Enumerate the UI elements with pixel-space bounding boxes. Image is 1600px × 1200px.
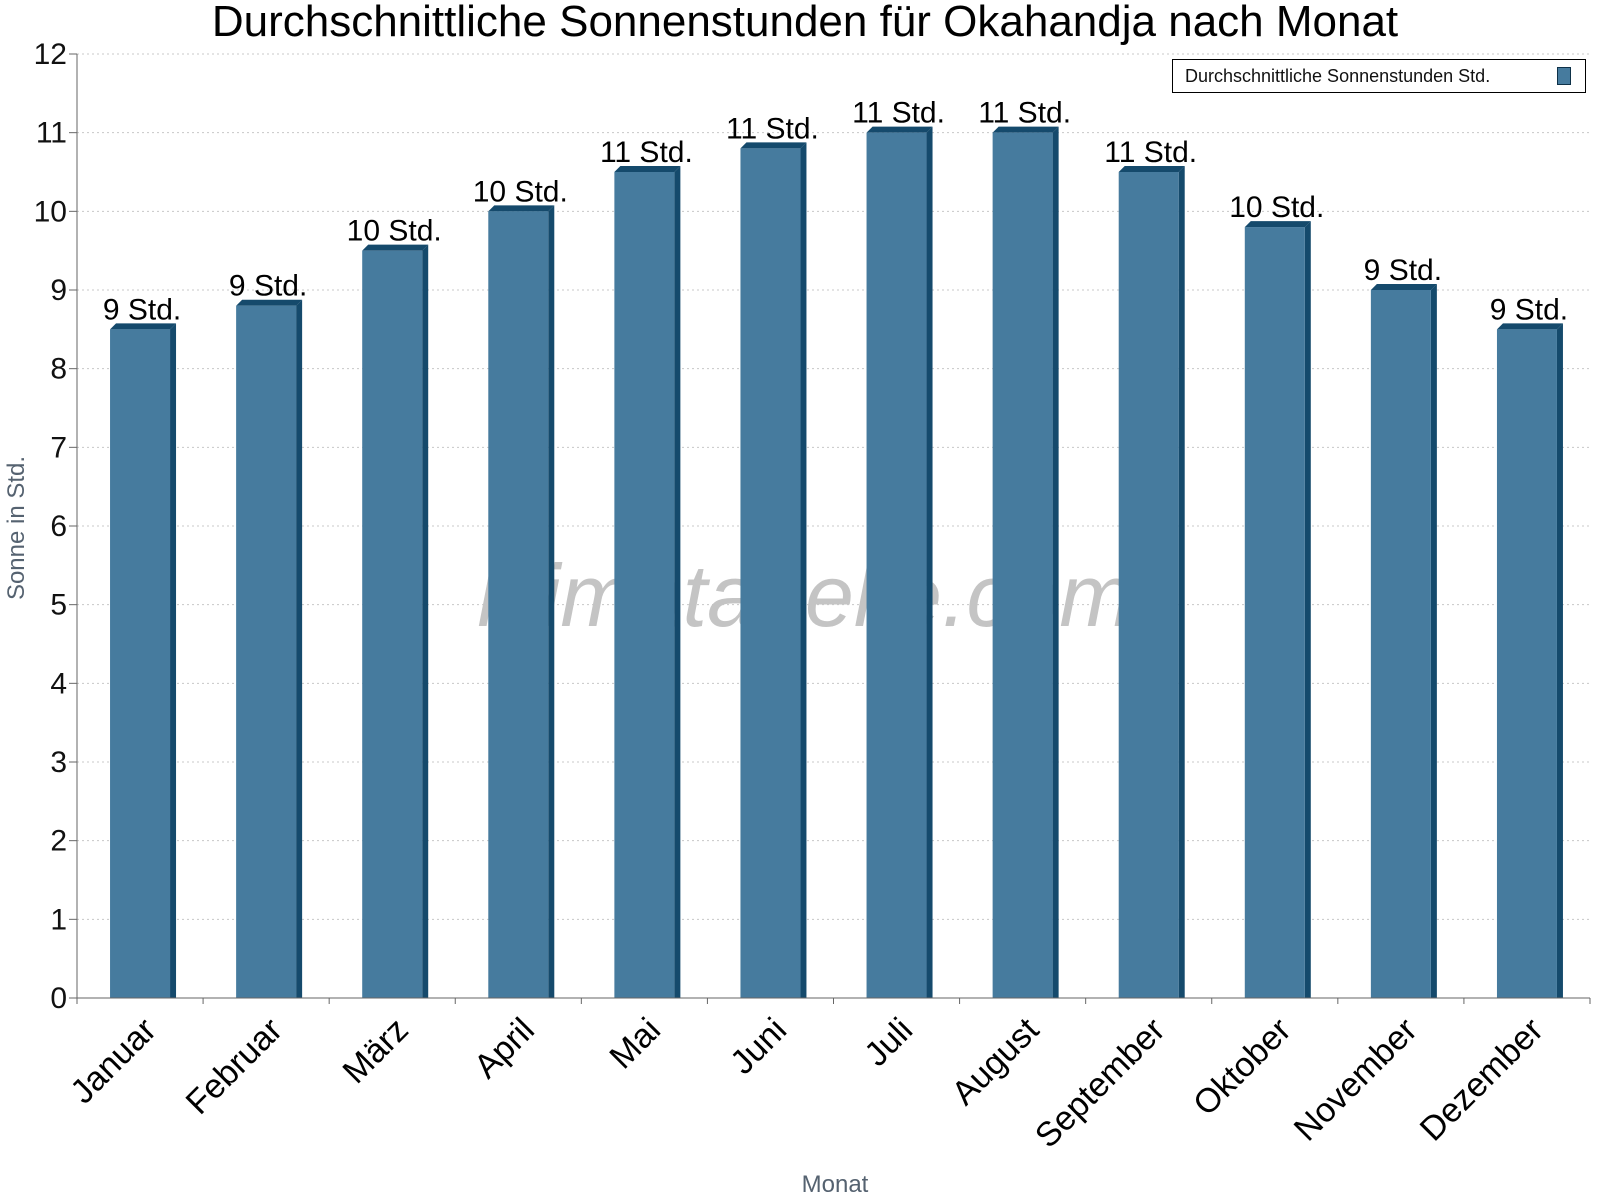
data-labels: 9 Std. 9 Std. 10 Std. 10 Std. 11 Std. 11 Std.… [103, 97, 1568, 327]
data-label: 9 Std. [1364, 254, 1442, 287]
data-label: 9 Std. [229, 270, 307, 303]
bar [1496, 323, 1563, 998]
bar-top [1370, 284, 1437, 290]
bar-side [1556, 323, 1563, 998]
y-axis-label: Sonne in Std. [3, 456, 30, 600]
bar-front [488, 211, 549, 999]
bar [488, 205, 555, 999]
x-tick-label: Februar [179, 1011, 290, 1122]
x-tick-label: April [467, 1011, 542, 1086]
bar-side [800, 142, 807, 998]
legend-swatch [1557, 67, 1571, 85]
y-tick-label: 8 [50, 353, 67, 386]
legend: Durchschnittliche Sonnenstunden Std. [1172, 59, 1586, 93]
y-tick-label: 12 [34, 38, 67, 71]
chart-title: Durchschnittliche Sonnenstunden für Okah… [212, 0, 1398, 46]
x-tick-labels: Januar Februar März April Mai Juni Juli AugustS… [63, 1010, 1550, 1155]
x-tick-label: Juni [723, 1011, 794, 1082]
data-label: 10 Std. [1229, 191, 1324, 224]
data-label: 10 Std. [347, 215, 442, 248]
bar-side [1430, 284, 1437, 998]
bar-top [236, 299, 303, 306]
y-tick-label: 2 [50, 825, 67, 858]
x-tick-label: Oktober [1186, 1011, 1298, 1123]
x-tick-label: November [1287, 1011, 1425, 1149]
bar-side [1052, 126, 1059, 998]
bar [1244, 221, 1311, 999]
data-label: 11 Std. [978, 97, 1071, 130]
bar-top [1496, 323, 1563, 330]
bar-side [926, 126, 933, 998]
grid-lines [77, 53, 1590, 920]
bar [740, 142, 807, 998]
data-label: 11 Std. [726, 112, 819, 145]
bar [866, 126, 933, 998]
bar-top [1244, 221, 1311, 228]
bar-side [548, 205, 555, 999]
data-label: 9 Std. [103, 293, 181, 326]
x-tick-label: Mai [602, 1011, 668, 1077]
bar [362, 244, 429, 998]
bar-front [236, 305, 297, 998]
bar-side [170, 323, 177, 998]
bar-top [1118, 166, 1185, 172]
y-tick-label: 5 [50, 589, 67, 622]
x-axis-label: Monat [802, 1171, 869, 1198]
bar-front [740, 148, 801, 998]
x-tick-label: August [945, 1010, 1047, 1112]
x-tick-label: Januar [63, 1011, 163, 1111]
bar-front [614, 172, 675, 998]
data-label: 10 Std. [473, 175, 568, 208]
data-label: 9 Std. [1490, 293, 1568, 326]
bar-front [110, 329, 171, 998]
bar-side [1304, 221, 1311, 999]
bar-top [866, 126, 933, 133]
bar-top [740, 142, 807, 149]
x-tick-label: März [336, 1011, 416, 1091]
bar-front [866, 132, 927, 998]
y-tick-label: 10 [34, 195, 67, 228]
y-tick-label: 0 [50, 982, 67, 1015]
data-label: 11 Std. [852, 97, 945, 130]
bar-front [992, 132, 1053, 998]
legend-label: Durchschnittliche Sonnenstunden Std. [1185, 66, 1491, 86]
bar-side [674, 166, 681, 998]
x-tick-label: Dezember [1413, 1011, 1551, 1149]
bar-top [110, 323, 177, 330]
y-tick-label: 4 [50, 667, 67, 700]
bar-side [296, 299, 303, 998]
bar-side [422, 244, 429, 998]
x-tick-label: September [1028, 1011, 1172, 1155]
bar [992, 126, 1059, 998]
axes [69, 53, 1591, 1004]
bar-top [614, 166, 681, 172]
bar-front [1118, 172, 1179, 998]
bar [614, 166, 681, 998]
bar-front [1370, 290, 1431, 998]
bar-front [362, 250, 423, 998]
y-tick-label: 1 [50, 903, 67, 936]
bar-top [992, 126, 1059, 133]
data-label: 11 Std. [600, 136, 693, 169]
x-tick-label: Juli [857, 1011, 920, 1074]
bar [236, 299, 303, 998]
bar [1370, 284, 1437, 998]
bar [110, 323, 177, 998]
bars [110, 126, 1563, 999]
data-label: 11 Std. [1104, 136, 1197, 169]
y-tick-label: 11 [36, 117, 67, 150]
bar-side [1178, 166, 1185, 998]
y-tick-label: 3 [50, 746, 67, 779]
bar-front [1496, 329, 1557, 998]
bar-top [362, 244, 429, 251]
y-tick-label: 6 [50, 510, 67, 543]
bar-front [1244, 227, 1305, 999]
bar-top [488, 205, 555, 212]
bar [1118, 166, 1185, 998]
y-tick-label: 7 [50, 431, 67, 464]
y-tick-label: 9 [50, 274, 67, 307]
